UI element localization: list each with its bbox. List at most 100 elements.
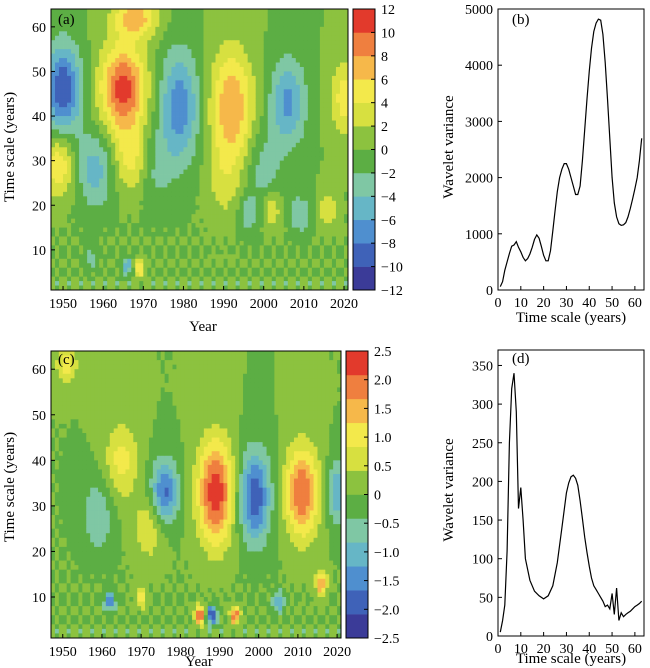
heatmap-cell: [111, 174, 116, 179]
heatmap-cell: [163, 196, 168, 202]
heatmap-cell: [271, 13, 277, 19]
heatmap-cell: [151, 182, 156, 188]
heatmap-cell: [163, 276, 168, 282]
heatmap-cell: [67, 227, 72, 233]
heatmap-cell: [211, 124, 216, 130]
heatmap-cell: [327, 272, 333, 278]
heatmap-cell: [179, 138, 184, 144]
heatmap-cell: [51, 373, 56, 379]
heatmap-cell: [287, 26, 293, 32]
heatmap-cell: [315, 182, 321, 188]
heatmap-cell: [327, 281, 333, 286]
heatmap-cell: [331, 98, 337, 104]
heatmap-cell: [55, 53, 60, 59]
heatmap-cell: [91, 31, 96, 37]
heatmap-cell: [203, 156, 208, 162]
heatmap-cell: [199, 9, 204, 14]
heatmap-cell: [339, 138, 345, 144]
heatmap-cell: [155, 182, 160, 188]
heatmap-cell: [195, 276, 200, 282]
heatmap-cell: [63, 142, 68, 148]
heatmap-cell: [87, 205, 92, 211]
heatmap-cell: [171, 80, 176, 86]
heatmap-cell: [51, 169, 56, 175]
heatmap-cell: [54, 546, 60, 552]
heatmap-cell: [263, 129, 269, 135]
heatmap-cell: [203, 160, 208, 166]
heatmap-cell: [95, 200, 100, 206]
heatmap-cell: [339, 40, 345, 46]
heatmap-cell: [279, 129, 285, 135]
heatmap-cell: [255, 80, 261, 86]
heatmap-cell: [111, 267, 116, 273]
heatmap-cell: [207, 254, 212, 260]
heatmap-cell: [243, 107, 249, 112]
heatmap-cell: [275, 214, 281, 220]
heatmap-cell: [151, 205, 156, 211]
heatmap-cell: [267, 9, 273, 14]
heatmap-a: [51, 9, 349, 291]
heatmap-cell: [283, 102, 289, 108]
heatmap-cell: [75, 98, 80, 104]
heatmap-cell: [167, 276, 172, 282]
heatmap-cell: [135, 178, 140, 184]
heatmap-cell: [131, 187, 136, 193]
heatmap-cell: [331, 272, 337, 278]
heatmap-cell: [315, 129, 321, 135]
heatmap-cell: [239, 49, 245, 54]
heatmap-cell: [211, 17, 216, 23]
heatmap-cell: [263, 272, 269, 278]
heatmap-cell: [107, 285, 112, 291]
heatmap-cell: [151, 31, 156, 37]
heatmap-cell: [299, 263, 305, 269]
heatmap-cell: [331, 263, 337, 269]
heatmap-cell: [51, 160, 56, 166]
heatmap-cell: [71, 187, 76, 193]
heatmap-cell: [339, 214, 345, 220]
heatmap-cell: [283, 58, 289, 63]
heatmap-cell: [83, 62, 88, 68]
heatmap-cell: [295, 263, 301, 269]
heatmap-cell: [107, 58, 112, 63]
heatmap-cell: [83, 142, 88, 148]
heatmap-cell: [319, 174, 325, 179]
heatmap-cell: [58, 569, 64, 575]
heatmap-cell: [271, 9, 277, 14]
heatmap-cell: [67, 165, 72, 170]
heatmap-cell: [255, 71, 261, 77]
heatmap-cell: [199, 71, 204, 77]
heatmap-cell: [319, 196, 325, 202]
heatmap-cell: [115, 276, 120, 282]
heatmap-cell: [279, 156, 285, 162]
heatmap-cell: [55, 66, 60, 72]
heatmap-cell: [83, 53, 88, 59]
heatmap-cell: [99, 276, 104, 282]
heatmap-cell: [127, 209, 132, 215]
heatmap-cell: [83, 240, 88, 246]
heatmap-cell: [239, 156, 245, 162]
heatmap-cell: [227, 26, 232, 32]
heatmap-cell: [75, 174, 80, 179]
heatmap-cell: [239, 258, 245, 264]
heatmap-cell: [111, 258, 116, 264]
heatmap-cell: [295, 165, 301, 170]
heatmap-cell: [67, 214, 72, 220]
heatmap-cell: [175, 151, 180, 157]
heatmap-cell: [339, 44, 345, 50]
heatmap-cell: [51, 537, 56, 543]
heatmap-cell: [131, 31, 136, 37]
heatmap-cell: [287, 142, 293, 148]
heatmap-cell: [143, 281, 148, 286]
heatmap-cell: [54, 401, 60, 407]
heatmap-cell: [243, 285, 249, 291]
heatmap-cell: [175, 89, 180, 95]
heatmap-cell: [231, 267, 237, 273]
heatmap-cell: [339, 245, 345, 251]
heatmap-cell: [123, 285, 128, 291]
heatmap-cell: [71, 107, 76, 112]
heatmap-cell: [79, 263, 84, 269]
heatmap-cell: [135, 218, 140, 224]
heatmap-cell: [303, 120, 309, 126]
heatmap-cell: [243, 160, 249, 166]
heatmap-cell: [327, 240, 333, 246]
